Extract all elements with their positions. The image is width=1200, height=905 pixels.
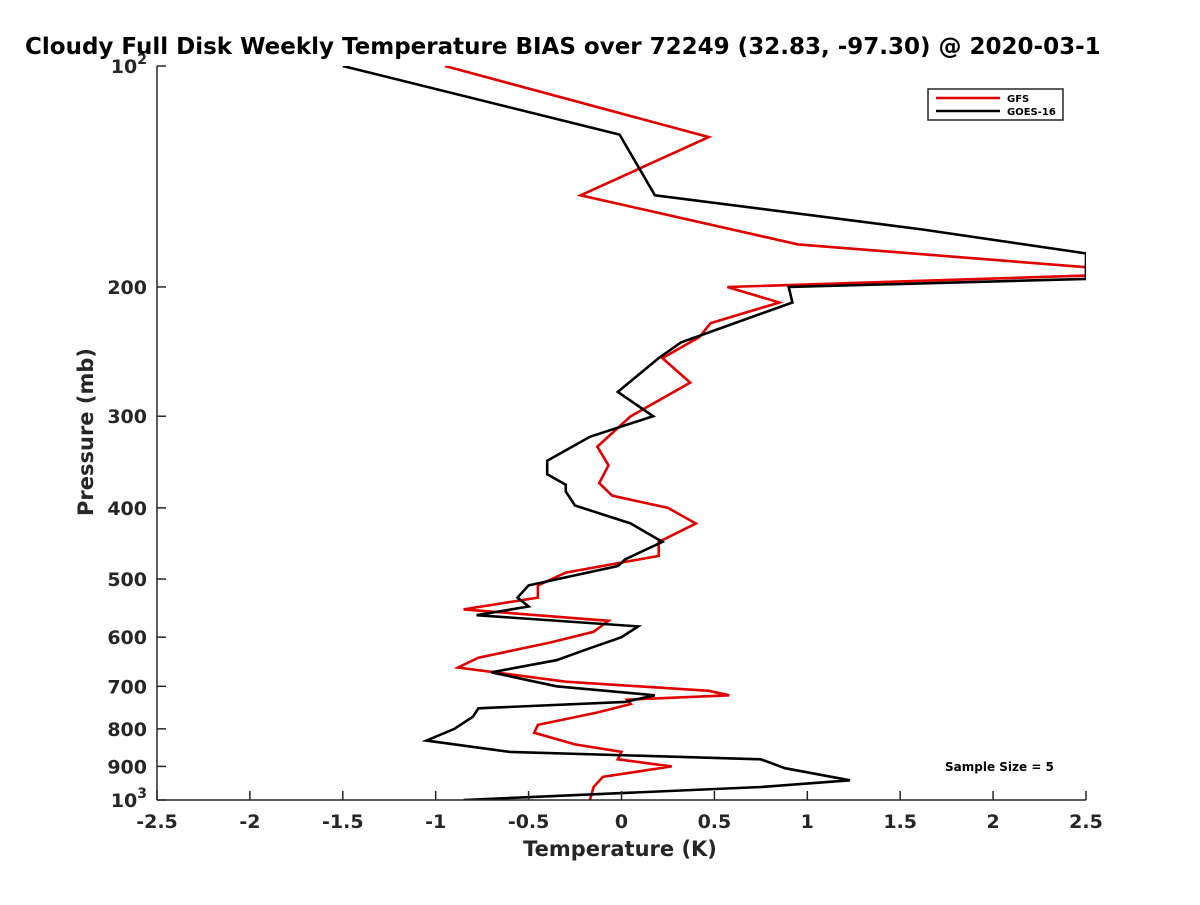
y-tick-label: 102 [111,52,147,78]
legend: GFS GOES-16 [927,88,1064,121]
legend-label: GOES-16 [1007,107,1056,118]
y-tick-label: 200 [107,277,147,299]
x-tick-label: -2 [239,811,260,833]
y-tick-label: 300 [107,406,147,428]
x-tick-label: 2.5 [1069,811,1103,833]
x-tick-label: 0.5 [698,811,732,833]
x-tick-label: -1 [425,811,446,833]
x-tick-label: 1.5 [883,811,917,833]
y-tick-label: 800 [107,719,147,741]
legend-label: GFS [1007,94,1029,105]
y-axis-label: Pressure (mb) [74,348,98,516]
series-line-goes-16 [342,66,1086,800]
x-tick-label: -0.5 [508,811,550,833]
x-tick-label: -2.5 [136,811,178,833]
y-tick-label: 103 [111,786,147,812]
x-tick-label: -1.5 [322,811,364,833]
series-layer [342,66,1086,800]
x-tick-label: 0 [615,811,628,833]
y-tick-label: 700 [107,676,147,698]
y-tick-label: 600 [107,627,147,649]
chart-title: Cloudy Full Disk Weekly Temperature BIAS… [25,34,1101,60]
x-tick-label: 2 [986,811,999,833]
sample-size-annotation: Sample Size = 5 [945,760,1054,774]
x-tick-label: 1 [801,811,814,833]
series-line-gfs [444,66,1086,800]
legend-box [927,88,1064,121]
y-tick-label: 500 [107,569,147,591]
y-tick-label: 400 [107,498,147,520]
axes-layer: -2.5 -2 -1.5 -1 -0.5 0 0.5 1 1.5 2 2.5 102 200 300 400… [107,52,1103,833]
x-axis-label: Temperature (K) [523,837,717,861]
y-tick-label: 900 [107,756,147,778]
plot-area [157,66,1086,800]
